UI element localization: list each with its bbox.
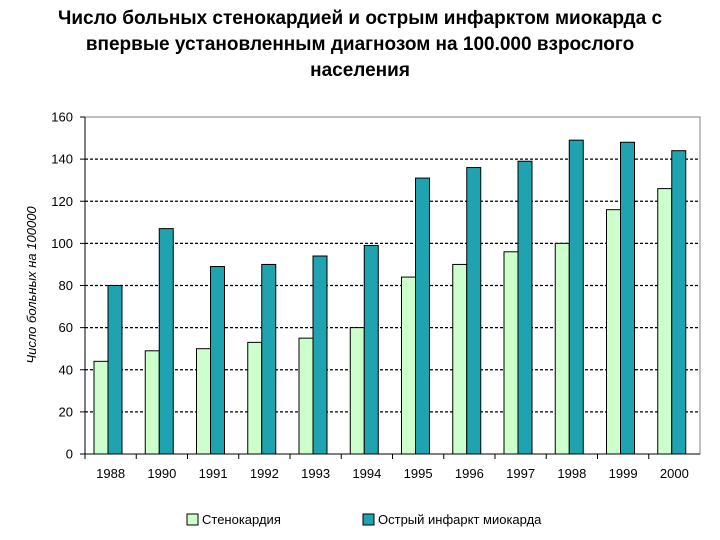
- bar-stenokardiya: [93, 360, 109, 455]
- bar-infarkt: [415, 177, 430, 455]
- bar-infarkt: [568, 139, 584, 455]
- bar-stenokardiya: [247, 341, 263, 455]
- bar-stenokardiya: [298, 337, 314, 455]
- chart-title: Число больных стенокардией и острым инфа…: [20, 6, 700, 84]
- x-tick-label: 1992: [250, 466, 279, 481]
- x-tick-label: 1994: [352, 466, 381, 481]
- y-tick-label: 60: [59, 320, 73, 335]
- x-tick-label: 1990: [147, 466, 176, 481]
- y-tick-label: 20: [59, 404, 73, 419]
- y-tick-label: 0: [66, 447, 73, 462]
- y-axis-label: Число больных на 100000: [24, 206, 39, 364]
- bar-stenokardiya: [144, 350, 160, 455]
- chart-title-line-3: населения: [310, 60, 410, 81]
- legend-swatch: [362, 513, 375, 526]
- x-tick-label: 1991: [199, 466, 228, 481]
- bar-infarkt: [261, 263, 277, 455]
- x-tick-label: 1999: [609, 466, 638, 481]
- y-tick-label: 120: [51, 194, 73, 209]
- chart-title-line-2: впервые установленным диагнозом на 100.0…: [85, 34, 635, 55]
- bar-infarkt: [620, 141, 635, 455]
- x-tick-label: 2000: [660, 466, 689, 481]
- bar-stenokardiya: [349, 327, 365, 455]
- legend-swatch: [186, 513, 199, 526]
- x-tick-label: 1993: [301, 466, 330, 481]
- bar-stenokardiya: [606, 209, 621, 455]
- bar-infarkt: [158, 228, 174, 455]
- bar-stenokardiya: [452, 263, 468, 455]
- bar-stenokardiya: [503, 251, 519, 455]
- legend-label: Стенокардия: [202, 512, 281, 527]
- legend-label: Острый инфаркт миокарда: [378, 512, 542, 527]
- x-tick-label: 1995: [404, 466, 433, 481]
- bar-infarkt: [107, 285, 123, 455]
- legend: Стенокардия Острый инфаркт миокарда: [186, 512, 542, 527]
- x-tick-label: 1998: [557, 466, 586, 481]
- x-tick-label: 1988: [96, 466, 125, 481]
- bar-stenokardiya: [657, 188, 673, 455]
- y-tick-label: 80: [59, 278, 73, 293]
- bar-stenokardiya: [401, 276, 416, 455]
- bar-stenokardiya: [196, 348, 211, 455]
- y-tick-label: 140: [51, 152, 73, 167]
- plot-area: 0 20 40 60 80 100 120 140 160 1988 1990 1991 1992 199…: [51, 110, 701, 481]
- chart-title-line-1: Число больных стенокардией и острым инфа…: [57, 8, 663, 29]
- y-tick-label: 100: [51, 236, 73, 251]
- y-tick-label: 160: [51, 110, 73, 125]
- x-tick-label: 1997: [506, 466, 535, 481]
- x-tick-label: 1996: [455, 466, 484, 481]
- bar-infarkt: [671, 150, 687, 455]
- bar-infarkt: [466, 167, 482, 455]
- bar-infarkt: [517, 160, 533, 455]
- y-tick-label: 40: [59, 362, 73, 377]
- bar-infarkt: [312, 255, 328, 455]
- bar-stenokardiya: [554, 242, 570, 455]
- bar-infarkt: [210, 266, 225, 455]
- bar-infarkt: [363, 244, 379, 455]
